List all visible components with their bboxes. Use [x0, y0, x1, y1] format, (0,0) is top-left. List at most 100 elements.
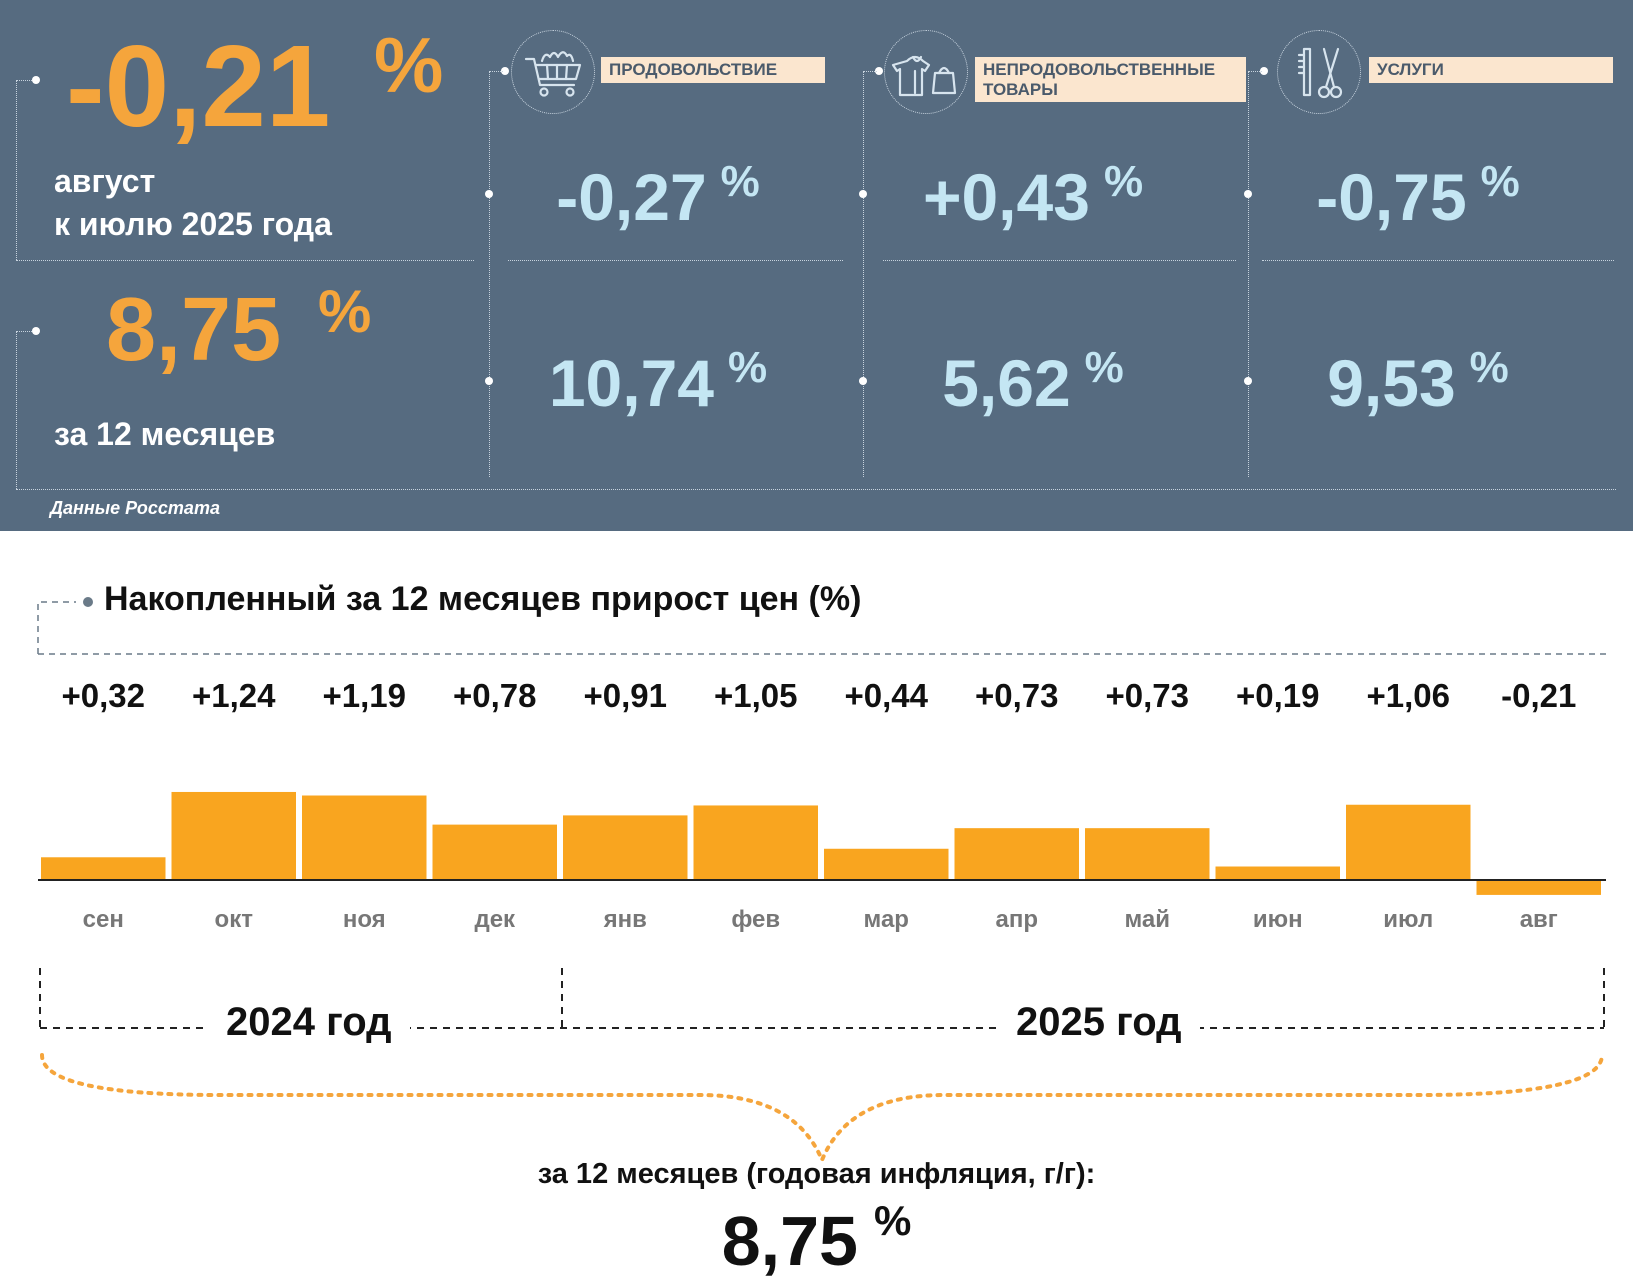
nonfood-monthly-value: +0,43% [853, 157, 1213, 231]
connector-dot [875, 67, 883, 75]
chart-title: Накопленный за 12 месяцев прирост цен (%… [104, 580, 862, 618]
connector-dot [32, 327, 40, 335]
monthly-inflation-unit: % [374, 21, 444, 109]
connector-dot [1244, 377, 1252, 385]
services-annual-value: 9,53% [1238, 343, 1598, 417]
bar-value-label: +0,44 [845, 677, 929, 714]
bar-value-label: +0,73 [1106, 677, 1190, 714]
annual-inflation-summary-unit: % [873, 1197, 912, 1244]
nonfood-monthly-number: +0,43 [922, 160, 1090, 234]
bar-value-label: +0,91 [584, 677, 668, 714]
bar-окт [171, 791, 296, 880]
food-annual-unit: % [728, 343, 768, 392]
food-annual-value: 10,74% [478, 343, 838, 417]
column-separator [863, 72, 864, 477]
x-tick-label: дек [474, 906, 516, 933]
bar-value-label: +1,24 [192, 677, 276, 714]
bar-ноя [302, 795, 427, 880]
x-tick-label: апр [995, 906, 1038, 933]
bar-янв [563, 815, 688, 880]
x-tick-label: окт [215, 906, 254, 933]
food-monthly-value: -0,27% [478, 157, 838, 231]
monthly-caption-line-1: август [54, 163, 156, 199]
food-monthly-number: -0,27 [556, 160, 707, 234]
bar-дек [432, 824, 557, 880]
bar-сен [41, 857, 166, 880]
services-annual-number: 9,53 [1327, 346, 1456, 420]
connector-dot [859, 190, 867, 198]
summary-panel: -0,21 % август к июлю 2025 года 8,75 % з… [0, 0, 1633, 531]
bar-мар [824, 848, 949, 880]
connector-line [489, 71, 503, 72]
bar-value-label: +1,19 [323, 677, 407, 714]
bar-value-label: -0,21 [1501, 677, 1576, 714]
annual-caption: за 12 месяцев [54, 416, 276, 452]
bar-май [1085, 828, 1210, 880]
nonfood-annual-unit: % [1084, 343, 1124, 392]
connector-dot [501, 67, 509, 75]
x-tick-label: фев [731, 906, 780, 933]
services-monthly-value: -0,75% [1238, 157, 1598, 231]
x-tick-label: сен [83, 906, 124, 933]
connector-line [16, 331, 34, 332]
bar-авг [1476, 880, 1601, 895]
x-tick-label: май [1124, 906, 1170, 933]
bar-июл [1346, 804, 1471, 880]
bar-value-label: +1,05 [714, 677, 798, 714]
bar-value-label: +0,19 [1236, 677, 1320, 714]
x-tick-label: мар [864, 906, 909, 933]
divider-line [1262, 260, 1614, 261]
column-separator [489, 72, 490, 477]
nonfood-annual-number: 5,62 [942, 346, 1071, 420]
annual-inflation-value: 8,75 [106, 280, 282, 380]
annual-inflation-summary-number: 8,75 [721, 1202, 858, 1280]
services-monthly-number: -0,75 [1316, 160, 1467, 234]
monthly-inflation-value: -0,21 [66, 21, 331, 151]
category-label-nonfood: НЕПРОДОВОЛЬСТВЕННЫЕ ТОВАРЫ [975, 57, 1246, 103]
x-tick-label: авг [1520, 906, 1558, 933]
x-tick-label: ноя [343, 906, 386, 933]
connector-dot [1260, 67, 1268, 75]
connector-line [16, 331, 17, 489]
divider-line [16, 489, 1616, 490]
x-tick-label: июл [1383, 906, 1433, 933]
nonfood-monthly-unit: % [1103, 157, 1144, 206]
services-monthly-unit: % [1480, 157, 1520, 206]
x-tick-label: июн [1253, 906, 1303, 933]
clothes-bag-icon [884, 30, 968, 114]
annual-inflation-unit: % [318, 278, 372, 345]
divider-line [883, 260, 1236, 261]
connector-dot [1244, 190, 1252, 198]
connector-line [863, 71, 877, 72]
connector-dot [485, 190, 493, 198]
connector-dot [32, 76, 40, 84]
divider-line [16, 260, 474, 261]
divider-line [508, 260, 843, 261]
monthly-caption-line-2: к июлю 2025 года [54, 206, 332, 242]
category-label-food: ПРОДОВОЛЬСТВИЕ [601, 57, 825, 83]
food-annual-number: 10,74 [548, 346, 715, 420]
bar-июн [1215, 866, 1340, 880]
x-tick-label: янв [603, 906, 647, 933]
bar-value-label: +0,78 [453, 677, 537, 714]
shopping-cart-icon [511, 30, 595, 114]
connector-dot [859, 377, 867, 385]
services-annual-unit: % [1469, 343, 1509, 392]
food-monthly-unit: % [720, 157, 760, 206]
bar-value-label: +0,73 [975, 677, 1059, 714]
annual-inflation-caption: за 12 месяцев (годовая инфляция, г/г): [537, 1158, 1096, 1190]
connector-dot [485, 377, 493, 385]
connector-line [16, 80, 34, 81]
bar-апр [954, 828, 1079, 880]
comb-scissors-icon [1277, 30, 1361, 114]
bar-value-label: +1,06 [1367, 677, 1451, 714]
bar-фев [693, 805, 818, 880]
category-label-nonfood-text: НЕПРОДОВОЛЬСТВЕННЫЕ ТОВАРЫ [983, 60, 1216, 99]
connector-line [16, 80, 17, 260]
nonfood-annual-value: 5,62% [853, 343, 1213, 417]
year-label-2024: 2024 год [208, 1002, 410, 1042]
category-label-services: УСЛУГИ [1369, 57, 1613, 83]
